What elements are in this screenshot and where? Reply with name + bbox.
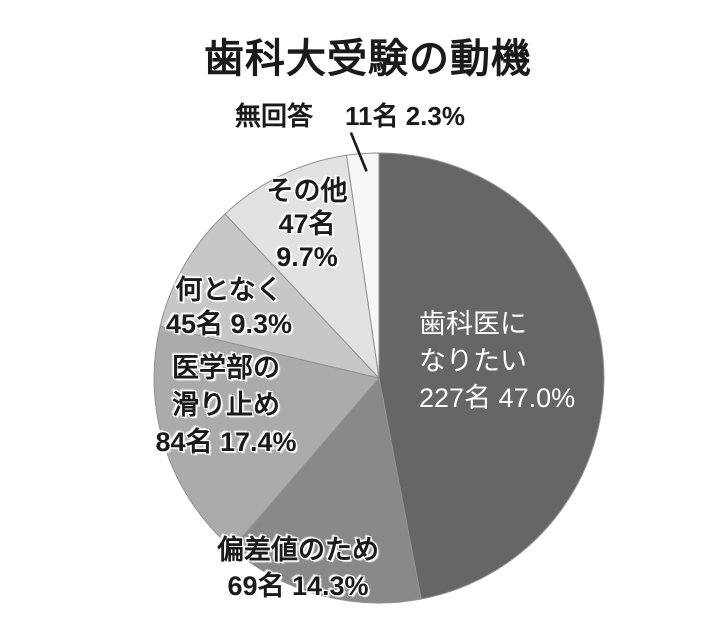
callout-leader-line <box>349 132 368 172</box>
slice-label-dentist: 歯科医に なりたい 227名 47.0% <box>419 306 575 417</box>
slice-label-value: 45名 9.3% <box>165 309 293 339</box>
slice-label-line: 医学部の <box>172 353 280 383</box>
slice-label-line: 歯科医に <box>419 309 527 339</box>
pie-slice-hensachi <box>231 377 422 604</box>
slice-label-line: 偏差値のため <box>217 535 379 565</box>
slice-label-value: 9.7% <box>276 242 338 272</box>
slice-label-line: 何となく <box>175 275 283 305</box>
pie-slice-no-reason <box>159 213 380 379</box>
no-answer-label: 無回答 <box>235 101 314 131</box>
no-answer-value: 11名 2.3% <box>345 101 465 131</box>
callout-label-no-answer: 無回答 11名 2.3% <box>235 96 465 133</box>
slice-label-line: なりたい <box>419 346 527 376</box>
slice-label-hensachi: 偏差値のため 69名 14.3% <box>178 532 418 604</box>
slice-label-line: 滑り止め <box>172 390 280 420</box>
chart-title: 歯科大受験の動機 <box>204 37 532 81</box>
slice-label-line: その他 <box>266 176 348 206</box>
slice-label-other: その他 47名 9.7% <box>237 175 377 274</box>
pie-slice-med-backup <box>153 325 380 550</box>
pie-slice-dentist <box>378 152 605 600</box>
slice-label-med-backup: 医学部の 滑り止め 84名 17.4% <box>145 350 307 461</box>
slice-label-value: 84名 17.4% <box>155 427 297 457</box>
pie-slice-no-answer <box>346 152 380 379</box>
pie-slice-other <box>224 154 380 379</box>
slice-label-no-reason: 何となく 45名 9.3% <box>148 273 310 341</box>
slice-label-line: 47名 <box>278 209 336 239</box>
slice-label-value: 227名 47.0% <box>419 383 576 413</box>
slice-label-value: 69名 14.3% <box>227 571 369 601</box>
